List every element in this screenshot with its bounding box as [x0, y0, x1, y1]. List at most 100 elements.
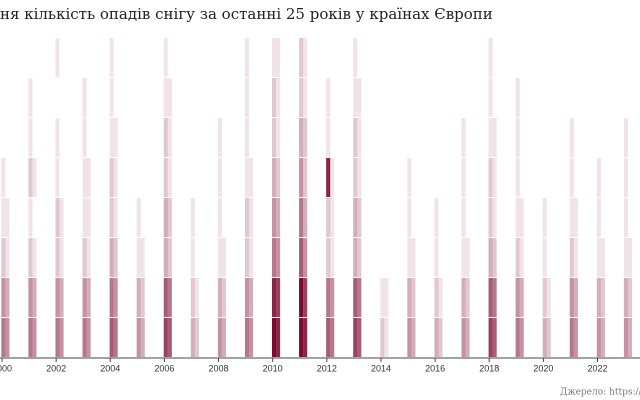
- heat-cell: [357, 118, 362, 157]
- heat-cell: [357, 78, 362, 117]
- heat-cell: [330, 118, 334, 157]
- heat-cell: [546, 318, 551, 357]
- heat-cell: [600, 238, 605, 277]
- heat-cell: [434, 198, 439, 237]
- heat-cell: [515, 278, 520, 317]
- heat-cell: [217, 318, 222, 357]
- heat-cell: [1, 158, 6, 197]
- heat-cell: [28, 318, 33, 357]
- heat-cell: [326, 238, 331, 277]
- heat-cell: [488, 238, 493, 277]
- heat-cell: [1, 198, 6, 237]
- heat-cell: [276, 78, 281, 117]
- heat-cell: [574, 38, 578, 77]
- heat-cell: [461, 158, 466, 197]
- heat-cell: [515, 198, 520, 237]
- heat-cell: [353, 158, 358, 197]
- heat-cell: [434, 158, 438, 197]
- heat-cell: [353, 38, 358, 77]
- heat-cell: [32, 278, 37, 317]
- heat-cell: [163, 198, 168, 237]
- heat-cell: [272, 278, 277, 317]
- heat-cell: [466, 78, 470, 117]
- heat-cell: [190, 198, 195, 237]
- heat-cell: [5, 198, 10, 237]
- heat-cell: [461, 278, 466, 317]
- heat-cell: [109, 198, 114, 237]
- heat-cell: [384, 78, 388, 117]
- heat-cell: [109, 118, 114, 157]
- heat-cell: [244, 238, 249, 277]
- heat-cell: [109, 238, 114, 277]
- heat-cell: [303, 158, 308, 197]
- heat-cell: [623, 318, 628, 357]
- heat-cell: [542, 318, 547, 357]
- heat-cell: [438, 278, 443, 317]
- heat-cell: [357, 318, 362, 357]
- heat-cell: [330, 238, 335, 277]
- heat-cell: [569, 158, 574, 197]
- heat-cell: [493, 38, 497, 77]
- heat-cell: [384, 238, 388, 277]
- heat-cell: [438, 78, 442, 117]
- heat-cell: [520, 78, 524, 117]
- heat-cell: [569, 118, 574, 157]
- heat-cell: [195, 118, 199, 157]
- heat-cell: [547, 158, 551, 197]
- heat-cell: [163, 38, 168, 77]
- x-tick-label: 2000: [0, 363, 12, 373]
- heat-cell: [515, 318, 520, 357]
- x-tick-label: 2012: [317, 363, 337, 373]
- heat-cell: [167, 238, 172, 277]
- heat-cell: [221, 278, 226, 317]
- heat-cell: [384, 198, 388, 237]
- heat-cell: [515, 118, 520, 157]
- heat-cell: [407, 278, 412, 317]
- heat-cell: [191, 38, 195, 77]
- heat-cell: [221, 318, 226, 357]
- heat-cell: [488, 198, 493, 237]
- heat-cell: [299, 78, 304, 117]
- heat-cell: [407, 318, 412, 357]
- heat-cell: [140, 238, 145, 277]
- heat-cell: [109, 318, 114, 357]
- heat-cell: [303, 238, 308, 277]
- heat-cell: [137, 118, 141, 157]
- heat-cell: [330, 38, 334, 77]
- x-tick-label: 2006: [154, 363, 174, 373]
- heat-cell: [303, 38, 308, 77]
- heat-cell: [438, 38, 442, 77]
- heat-cell: [276, 278, 281, 317]
- x-tick-label: 2010: [263, 363, 283, 373]
- heat-cell: [492, 158, 497, 197]
- chart-title: ня кількість опадів снігу за останні 25 …: [0, 5, 493, 23]
- heat-cell: [628, 158, 632, 197]
- heat-cell: [244, 118, 249, 157]
- heat-cell: [140, 318, 145, 357]
- heat-cell: [438, 158, 442, 197]
- heat-cell: [276, 318, 281, 357]
- heat-cell: [83, 38, 87, 77]
- heat-cell: [163, 278, 168, 317]
- heat-cell: [190, 278, 195, 317]
- heat-cell: [82, 198, 87, 237]
- heat-cell: [353, 78, 358, 117]
- heat-cell: [140, 278, 145, 317]
- heat-cell: [137, 78, 141, 117]
- heat-cell: [167, 278, 172, 317]
- heat-cell: [195, 158, 199, 197]
- heat-cell: [191, 158, 195, 197]
- heat-cell: [114, 78, 118, 117]
- heat-cell: [465, 238, 470, 277]
- heat-cell: [520, 118, 524, 157]
- heat-cell: [141, 38, 145, 77]
- heat-cell: [411, 78, 415, 117]
- heat-cell: [461, 318, 466, 357]
- heat-cell: [461, 238, 466, 277]
- heat-cell: [190, 318, 195, 357]
- heat-cell: [573, 278, 578, 317]
- heat-cell: [1, 238, 6, 277]
- heat-cell: [357, 278, 362, 317]
- x-tick-label: 2016: [425, 363, 445, 373]
- heat-cell: [330, 318, 335, 357]
